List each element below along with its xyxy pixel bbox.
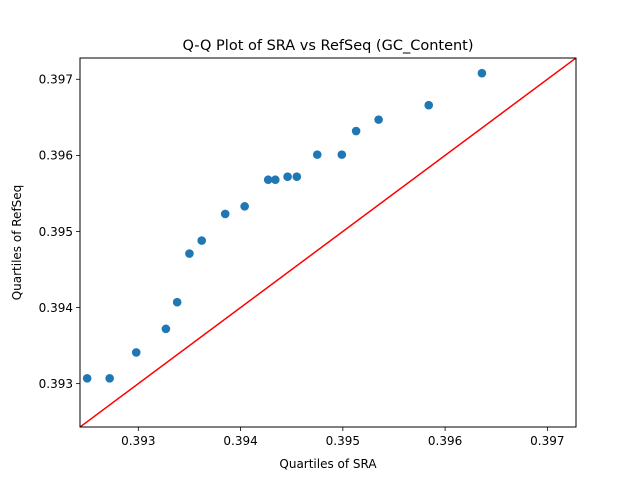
x-axis: 0.393 0.394 0.395 0.396 0.397 [121,427,565,448]
data-point [220,209,230,219]
data-point [131,348,141,357]
data-point [477,68,487,78]
plot-frame [79,57,577,428]
data-point [337,150,347,159]
data-point [161,324,171,334]
chart-title: Q-Q Plot of SRA vs RefSeq (GC_Content) [182,38,473,54]
data-point [424,100,434,110]
data-point [312,150,322,159]
data-points-layer [82,68,487,383]
y-tick-label: 0.394 [39,301,73,315]
data-point [263,175,273,185]
x-tick-label: 0.396 [428,434,462,448]
data-point [240,202,249,211]
x-axis-label: Quartiles of SRA [279,457,377,471]
x-tick-label: 0.394 [223,434,257,448]
data-point [197,236,206,245]
y-tick-label: 0.397 [39,73,73,87]
data-point [185,249,194,258]
reference-line [80,58,576,427]
x-tick-label: 0.395 [326,434,360,448]
data-point [292,172,302,181]
data-point [271,175,280,185]
data-point [351,126,361,136]
data-point [105,374,114,383]
x-tick-label: 0.397 [530,434,564,448]
y-axis: 0.393 0.394 0.395 0.396 0.397 [39,73,80,391]
reference-line-layer [80,58,576,427]
y-axis-label: Quartiles of RefSeq [10,185,24,301]
data-point [82,374,92,383]
data-point [374,115,383,124]
y-tick-label: 0.396 [39,149,73,163]
plot-area [79,57,577,428]
y-tick-label: 0.393 [39,377,73,391]
data-point [172,297,182,307]
x-tick-label: 0.393 [121,434,155,448]
data-point [283,172,292,181]
y-tick-label: 0.395 [39,225,73,239]
